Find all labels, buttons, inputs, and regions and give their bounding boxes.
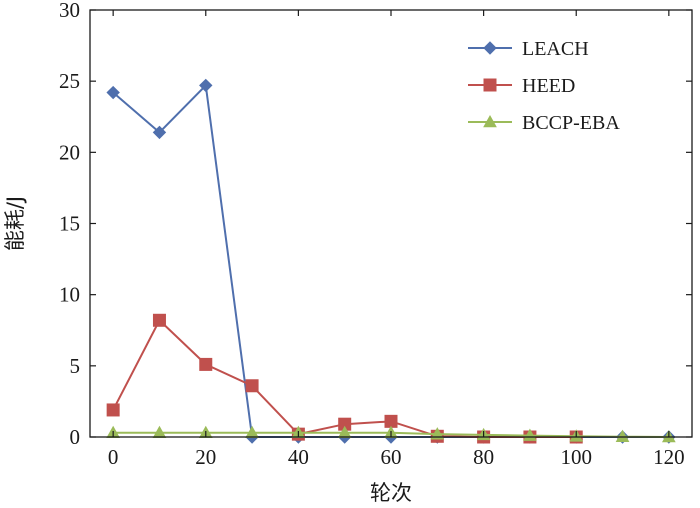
legend-entry: HEED [468, 75, 575, 97]
plot-frame [89, 9, 693, 438]
data-point [384, 414, 398, 428]
data-point [106, 403, 120, 417]
y-tick-label: 25 [59, 69, 80, 93]
y-tick-label: 20 [59, 140, 80, 164]
y-tick-label: 30 [59, 0, 80, 22]
series-line [112, 83, 669, 438]
x-tick-label: 60 [381, 445, 402, 469]
data-point [199, 357, 213, 371]
data-point [152, 125, 167, 140]
plot-area [106, 78, 676, 444]
series-heed [106, 313, 583, 444]
legend-label: HEED [522, 75, 575, 97]
data-point [152, 313, 166, 327]
x-tick-label: 0 [108, 445, 119, 469]
y-tick-label: 10 [59, 283, 80, 307]
y-tick-label: 5 [70, 354, 81, 378]
data-point [430, 427, 445, 440]
x-tick-label: 40 [288, 445, 309, 469]
data-point [523, 428, 537, 441]
legend-entry: LEACH [468, 38, 589, 60]
legend-label: LEACH [522, 38, 589, 60]
x-tick-label: 80 [473, 445, 494, 469]
y-tick-label: 15 [59, 212, 80, 236]
legend-entry: BCCP-EBA [468, 112, 620, 134]
x-axis-title: 轮次 [370, 481, 412, 505]
data-point [199, 78, 213, 93]
legend-marker [483, 41, 497, 55]
x-tick-label: 100 [560, 445, 592, 469]
y-axis-title: 能耗/J [3, 196, 27, 251]
data-point [245, 379, 259, 393]
y-tick-label: 0 [70, 425, 81, 449]
data-point [106, 85, 120, 100]
data-point [615, 429, 630, 443]
legend-marker [483, 78, 497, 92]
legend: LEACH HEED BCCP-EBA [468, 38, 620, 134]
axes: 0 20 40 60 80 100 120 0 5 10 15 20 25 30 [59, 0, 693, 469]
x-tick-label: 120 [653, 445, 685, 469]
legend-label: BCCP-EBA [522, 112, 620, 134]
x-tick-label: 20 [195, 445, 216, 469]
legend-marker [483, 114, 497, 128]
